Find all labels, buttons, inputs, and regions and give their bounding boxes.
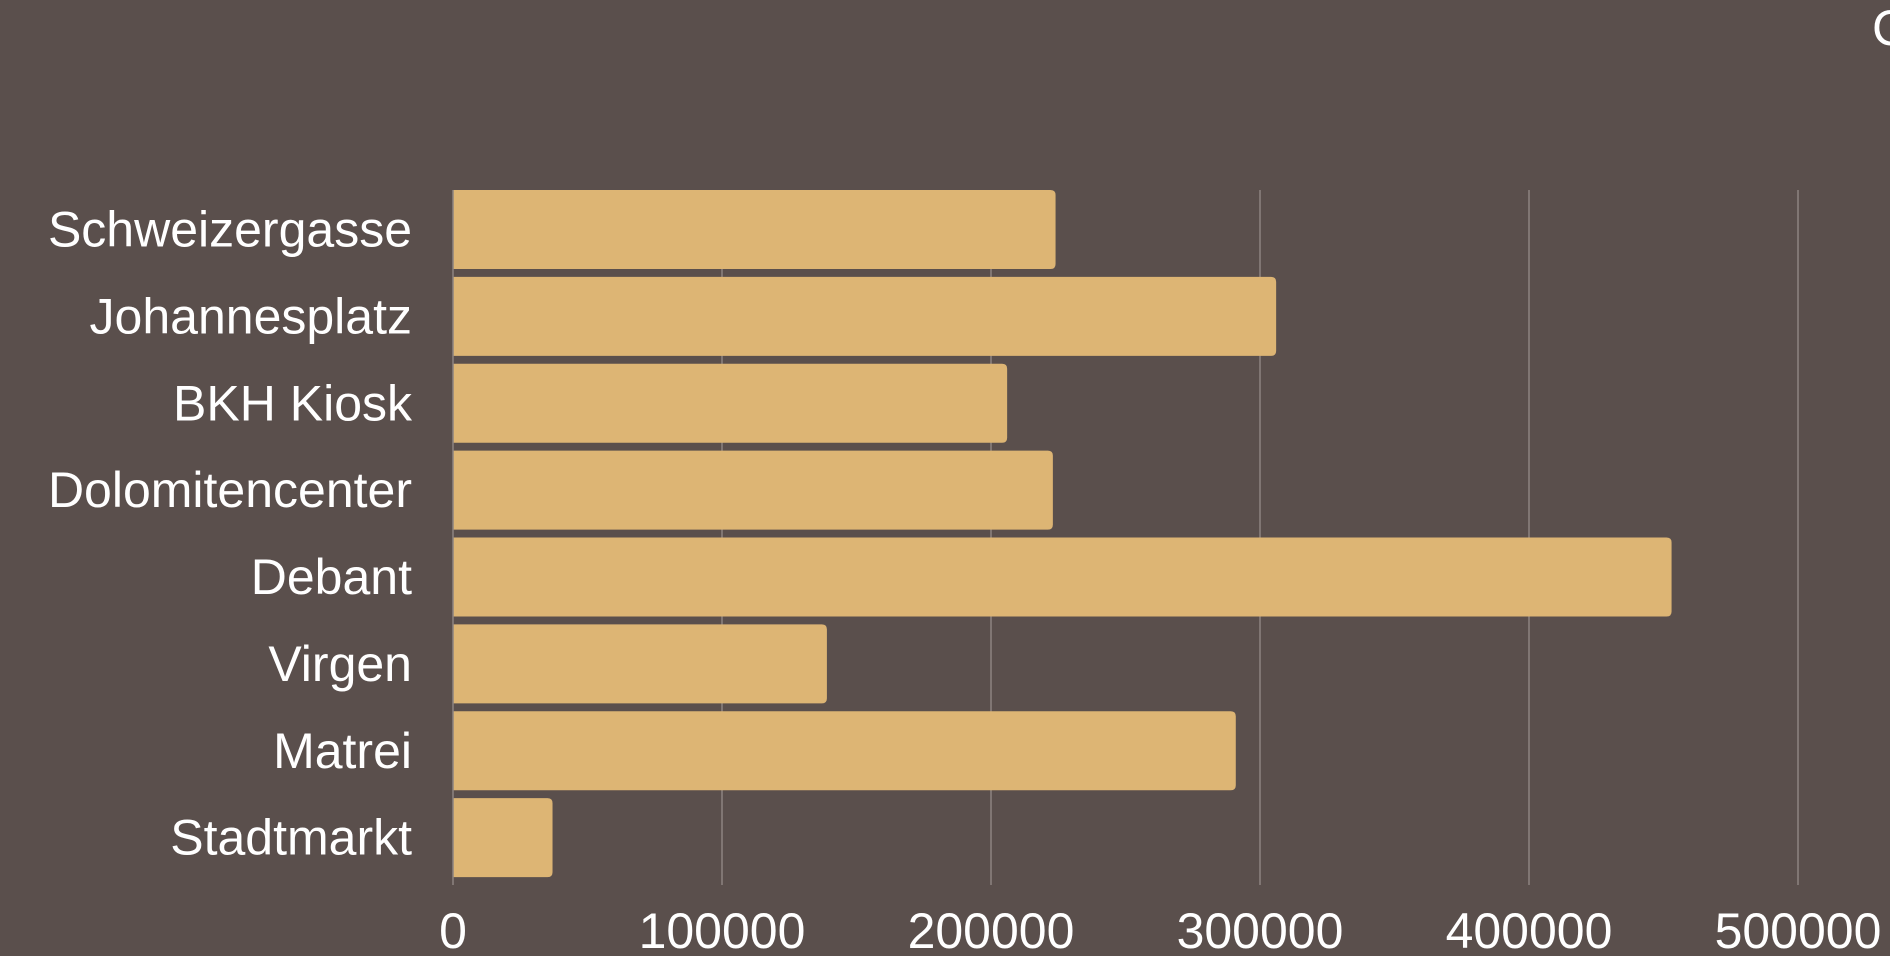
corner-clipped-label: C (1872, 0, 1890, 56)
bar (453, 190, 1056, 269)
category-label: Virgen (268, 636, 412, 692)
x-tick-label: 400000 (1446, 903, 1613, 956)
bar (453, 711, 1236, 791)
category-label: Stadtmarkt (170, 810, 412, 866)
category-labels: Schweizergasse Johannesplatz BKH Kiosk Dolo… (48, 202, 413, 866)
bar (453, 537, 1672, 617)
category-label: Schweizergasse (48, 202, 412, 258)
category-label: Dolomitencenter (48, 462, 412, 518)
x-tick-label: 200000 (908, 903, 1075, 956)
x-tick-labels: 0 100000 200000 300000 400000 500000 (439, 903, 1881, 956)
category-label: Matrei (273, 723, 412, 779)
bars (453, 190, 1672, 878)
x-tick-label: 0 (439, 903, 467, 956)
x-tick-label: 500000 (1715, 903, 1882, 956)
category-label: Johannesplatz (90, 288, 412, 344)
bar (453, 450, 1053, 530)
bar (453, 624, 827, 704)
bar (453, 798, 553, 878)
x-tick-label: 300000 (1177, 903, 1344, 956)
bar (453, 363, 1008, 443)
category-label: BKH Kiosk (173, 375, 413, 431)
bar (453, 276, 1277, 356)
category-label: Debant (251, 549, 412, 605)
x-tick-label: 100000 (639, 903, 806, 956)
